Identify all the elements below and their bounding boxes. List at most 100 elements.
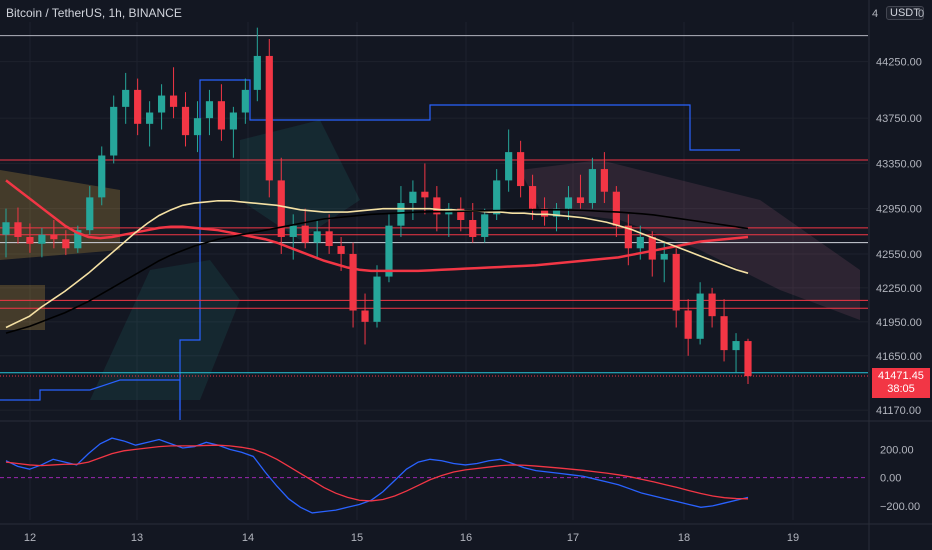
candle-body bbox=[684, 310, 692, 339]
oscillator-line bbox=[5, 444, 749, 502]
candle-body bbox=[38, 234, 46, 244]
moving-average-line bbox=[5, 179, 749, 273]
candle-body bbox=[397, 203, 405, 226]
candle-body bbox=[552, 208, 561, 217]
candle-body bbox=[672, 253, 680, 311]
candle-body bbox=[14, 222, 22, 237]
candle-body bbox=[241, 89, 249, 113]
candle-body bbox=[86, 197, 94, 231]
ichimoku-cloud-bull-lower bbox=[90, 260, 240, 400]
price-scale-corner-label: 4 bbox=[872, 8, 879, 20]
candle-body bbox=[361, 310, 369, 322]
x-tick-label: 14 bbox=[242, 532, 254, 544]
y-tick-label: 42950.00 bbox=[876, 204, 922, 216]
moving-average-line bbox=[5, 199, 749, 329]
donchian-lower-line bbox=[0, 379, 181, 410]
candle-body bbox=[564, 197, 573, 209]
candle-body bbox=[433, 197, 441, 215]
candle-body bbox=[313, 231, 321, 243]
last-price-tag: 41471.45 38:05 bbox=[872, 368, 930, 398]
oscillator-line bbox=[5, 437, 749, 514]
candle-body bbox=[50, 234, 58, 240]
candle-body bbox=[588, 169, 597, 204]
candle-body bbox=[26, 236, 34, 244]
candle-body bbox=[457, 208, 465, 220]
candle-body bbox=[169, 95, 178, 107]
candle-body bbox=[744, 341, 752, 377]
candle-body bbox=[576, 197, 585, 204]
candle-body bbox=[469, 220, 477, 237]
candle-body bbox=[409, 191, 417, 204]
x-tick-label: 15 bbox=[351, 532, 363, 544]
candle-body bbox=[289, 225, 297, 237]
x-tick-label: 16 bbox=[460, 532, 472, 544]
ichimoku-cloud-bull bbox=[240, 120, 360, 240]
y-tick-label: 41950.00 bbox=[876, 317, 922, 329]
candle-body bbox=[481, 214, 489, 237]
x-tick-label: 18 bbox=[678, 532, 690, 544]
candle-body bbox=[217, 101, 226, 130]
candle-body bbox=[74, 230, 82, 249]
candle-body bbox=[600, 169, 608, 192]
candle-body bbox=[277, 180, 285, 237]
candle-body bbox=[157, 95, 166, 113]
candle-body bbox=[696, 293, 704, 339]
oscillator-tick-label: 0.00 bbox=[880, 473, 901, 485]
candle-body bbox=[720, 316, 728, 351]
candle-body bbox=[337, 246, 345, 254]
candle-body bbox=[110, 106, 118, 156]
candle-body bbox=[325, 231, 333, 247]
candle-body bbox=[517, 152, 525, 187]
y-tick-label: 42250.00 bbox=[876, 283, 922, 295]
candle-body bbox=[624, 225, 632, 249]
candle-body bbox=[505, 152, 513, 181]
x-tick-label: 19 bbox=[787, 532, 799, 544]
candle-body bbox=[98, 155, 106, 198]
y-tick-label: 43350.00 bbox=[876, 158, 922, 170]
candle-body bbox=[385, 225, 393, 277]
candle-body bbox=[540, 208, 549, 217]
demand-zone-box bbox=[0, 285, 45, 330]
y-tick-label: 42550.00 bbox=[876, 249, 922, 261]
oscillator-tick-label: −200.00 bbox=[880, 501, 920, 513]
currency-selector[interactable]: USDT bbox=[886, 6, 924, 20]
candle-body bbox=[648, 236, 656, 260]
candle-body bbox=[122, 89, 130, 107]
candle-body bbox=[732, 341, 740, 351]
moving-average-line bbox=[5, 209, 749, 334]
candle-body bbox=[2, 222, 10, 235]
x-tick-label: 13 bbox=[131, 532, 143, 544]
candle-body bbox=[253, 55, 261, 90]
candle-body bbox=[636, 236, 644, 249]
y-tick-label: 44250.00 bbox=[876, 57, 922, 69]
candle-body bbox=[193, 118, 202, 136]
candle-body bbox=[229, 112, 237, 130]
last-price-value: 41471.45 bbox=[878, 370, 924, 382]
y-tick-label: 43750.00 bbox=[876, 113, 922, 125]
y-tick-label: 41170.00 bbox=[876, 405, 921, 417]
ichimoku-cloud-bear bbox=[520, 160, 860, 320]
candle-body bbox=[205, 101, 214, 119]
candle-body bbox=[421, 191, 429, 198]
x-tick-label: 17 bbox=[567, 532, 579, 544]
donchian-upper-line bbox=[179, 79, 740, 420]
y-tick-label: 41650.00 bbox=[876, 351, 922, 363]
candle-body bbox=[493, 180, 501, 215]
candle-body bbox=[528, 186, 537, 209]
candle-body bbox=[146, 112, 154, 124]
oscillator-tick-label: 200.00 bbox=[880, 444, 914, 456]
candle-body bbox=[134, 89, 142, 124]
price-scale-corner-zero: 0 bbox=[918, 8, 925, 20]
candle-body bbox=[612, 191, 620, 226]
symbol-title: Bitcoin / TetherUS, 1h, BINANCE bbox=[6, 6, 182, 20]
candle-body bbox=[301, 225, 309, 243]
candle-body bbox=[349, 253, 357, 311]
candle-body bbox=[373, 276, 381, 322]
candle-body bbox=[660, 253, 668, 260]
x-tick-label: 12 bbox=[24, 532, 36, 544]
candle-body bbox=[181, 106, 190, 136]
candle-body bbox=[62, 239, 70, 249]
candle-body bbox=[265, 55, 273, 181]
